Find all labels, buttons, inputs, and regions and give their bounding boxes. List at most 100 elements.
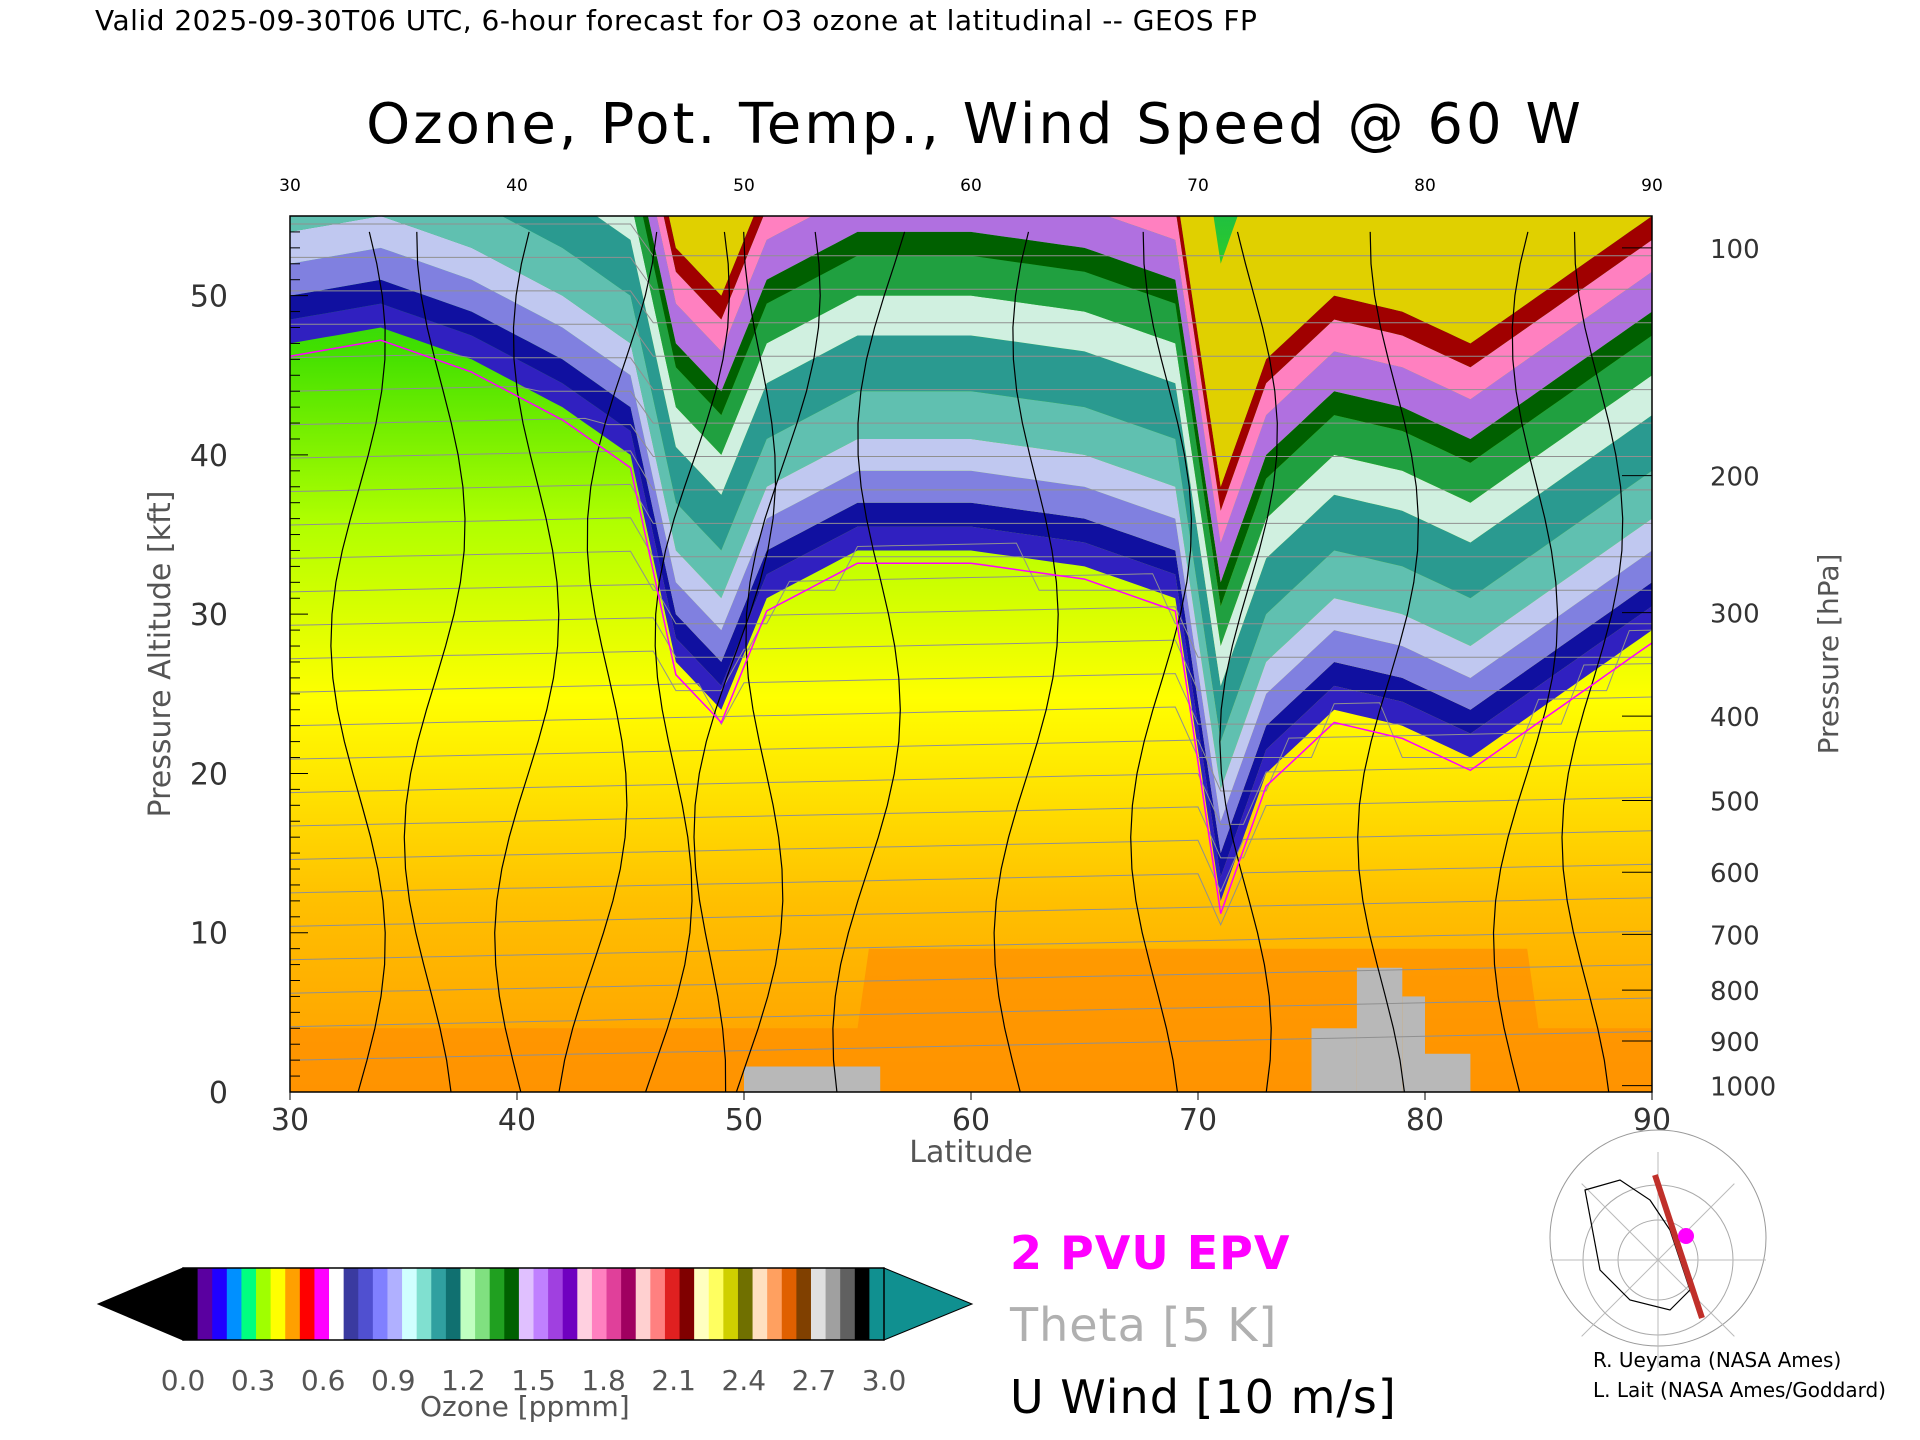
colorbar-tick-label: 2.7 [792, 1364, 837, 1397]
pressure-tick-label: 500 [1710, 788, 1760, 818]
colorbar-swatch [183, 1268, 199, 1340]
x-top-tick-label: 90 [1641, 176, 1663, 196]
legend-epv: 2 PVU EPV [1010, 1226, 1291, 1280]
theta-contour [290, 897, 1652, 927]
x-top-tick-label: 50 [733, 176, 755, 196]
u-wind-contour [1492, 231, 1559, 1092]
minimap-marker [1678, 1228, 1694, 1244]
u-wind-contour [832, 231, 906, 1092]
colorbar-swatch [767, 1268, 783, 1340]
x-top-tick-label: 60 [960, 176, 982, 196]
colorbar-swatch [329, 1268, 345, 1340]
theta-contour [290, 417, 1652, 457]
theta-contour [290, 930, 1652, 961]
theta-contour [290, 223, 1652, 257]
ozone-band [501, 216, 1652, 742]
theta-contour [290, 663, 1652, 726]
ozone-band [668, 216, 1652, 487]
u-wind-contour [494, 231, 560, 1092]
colorbar-swatch [343, 1268, 359, 1340]
colorbar-swatch [372, 1268, 389, 1340]
theta-contour [290, 964, 1652, 994]
axes: 30 30 40 40 50 50 60 60 70 70 80 80 90 900 10 20 30 40 50 1… [143, 176, 1845, 1170]
theta-contour [290, 573, 1652, 625]
theta-contour [290, 450, 1652, 491]
y2-axis-label: Pressure [hPa] [1812, 554, 1845, 755]
colorbar-swatch [752, 1268, 768, 1340]
x-tick-label: 40 [498, 1103, 536, 1138]
u-wind-contour [403, 231, 466, 1092]
terrain [744, 1066, 881, 1092]
ozone-band [634, 216, 1652, 646]
colorbar-swatch [431, 1268, 447, 1340]
colorbar-swatch [577, 1268, 593, 1340]
colorbar-swatch [664, 1268, 681, 1340]
colorbar-title: Ozone [ppmm] [420, 1390, 630, 1423]
colorbar-tick-label: 1.2 [441, 1364, 486, 1397]
theta-contour [290, 830, 1652, 893]
colorbar-swatch [518, 1268, 535, 1340]
terrain [1356, 967, 1403, 1092]
colorbar-swatch [621, 1268, 637, 1340]
colorbar-swatch [387, 1268, 403, 1340]
colorbar-swatch [460, 1268, 476, 1340]
colorbar-swatch [285, 1268, 301, 1340]
colorbar-swatch [270, 1268, 286, 1340]
theta-contour [290, 323, 1652, 357]
minimap-meridian [1581, 1183, 1659, 1261]
pressure-tick-label: 200 [1710, 463, 1760, 493]
colorbar-swatch [840, 1268, 856, 1340]
colorbar-swatch [212, 1268, 228, 1340]
colorbar-swatch [533, 1268, 549, 1340]
x-top-tick-label: 40 [506, 176, 528, 196]
colorbar-swatch [694, 1268, 710, 1340]
colorbar-max-arrow [883, 1267, 974, 1341]
colorbar-swatch [475, 1268, 491, 1340]
theta-contour [290, 997, 1652, 1028]
theta-contour [290, 256, 1652, 290]
theta-contour [290, 763, 1652, 825]
ozone-band [290, 303, 1652, 901]
minimap [1549, 1129, 1767, 1368]
u-wind-contour [330, 231, 386, 1092]
colorbar-tick-label: 2.4 [722, 1364, 767, 1397]
u-wind-contour [693, 231, 777, 1092]
theta-contour [290, 353, 1652, 391]
colorbar-swatch [562, 1268, 578, 1340]
x-top-tick-label: 30 [279, 176, 301, 196]
pressure-tick-label: 100 [1710, 235, 1760, 265]
colorbar: 0.0 0.3 0.6 0.9 1.2 1.5 1.8 2.1 2.4 2.7 3.0 [96, 1267, 974, 1397]
pressure-tick-label: 1000 [1710, 1073, 1776, 1103]
epv-2pvu-line [290, 339, 1652, 914]
u-wind-contour [1561, 231, 1624, 1092]
colorbar-tick-label: 0.0 [161, 1364, 206, 1397]
x-axis-label: Latitude [909, 1135, 1032, 1170]
x-tick-label: 70 [1179, 1103, 1217, 1138]
x-tick-label: 50 [725, 1103, 763, 1138]
chart-title: Ozone, Pot. Temp., Wind Speed @ 60 W [366, 92, 1584, 157]
y-axis-label: Pressure Altitude [kft] [143, 491, 178, 818]
credit-line: L. Lait (NASA Ames/Goddard) [1593, 1378, 1886, 1402]
pressure-tick-label: 700 [1710, 921, 1760, 951]
ozone-band [290, 247, 1652, 854]
x-top-tick-label: 70 [1187, 176, 1209, 196]
colorbar-swatch [708, 1268, 724, 1340]
colorbar-swatch [679, 1268, 695, 1340]
colorbar-min-arrow [96, 1267, 184, 1341]
y-tick-label: 40 [190, 439, 228, 474]
ozone-band [290, 279, 1652, 877]
colorbar-swatch [591, 1268, 608, 1340]
colorbar-swatch [548, 1268, 564, 1340]
colorbar-swatch [723, 1268, 739, 1340]
theta-contour [290, 629, 1652, 692]
u-wind-contour [1130, 231, 1193, 1092]
colorbar-swatch [445, 1268, 462, 1340]
legend-theta: Theta [5 K] [1010, 1298, 1278, 1352]
u-wind-contour [1357, 231, 1420, 1092]
minimap-meridian [1657, 1183, 1735, 1261]
legend-wind: U Wind [10 m/s] [1010, 1370, 1397, 1424]
colorbar-tick-label: 0.3 [231, 1364, 276, 1397]
colorbar-frame [182, 1267, 885, 1341]
theta-contour [290, 1031, 1652, 1061]
colorbar-swatch [650, 1268, 666, 1340]
